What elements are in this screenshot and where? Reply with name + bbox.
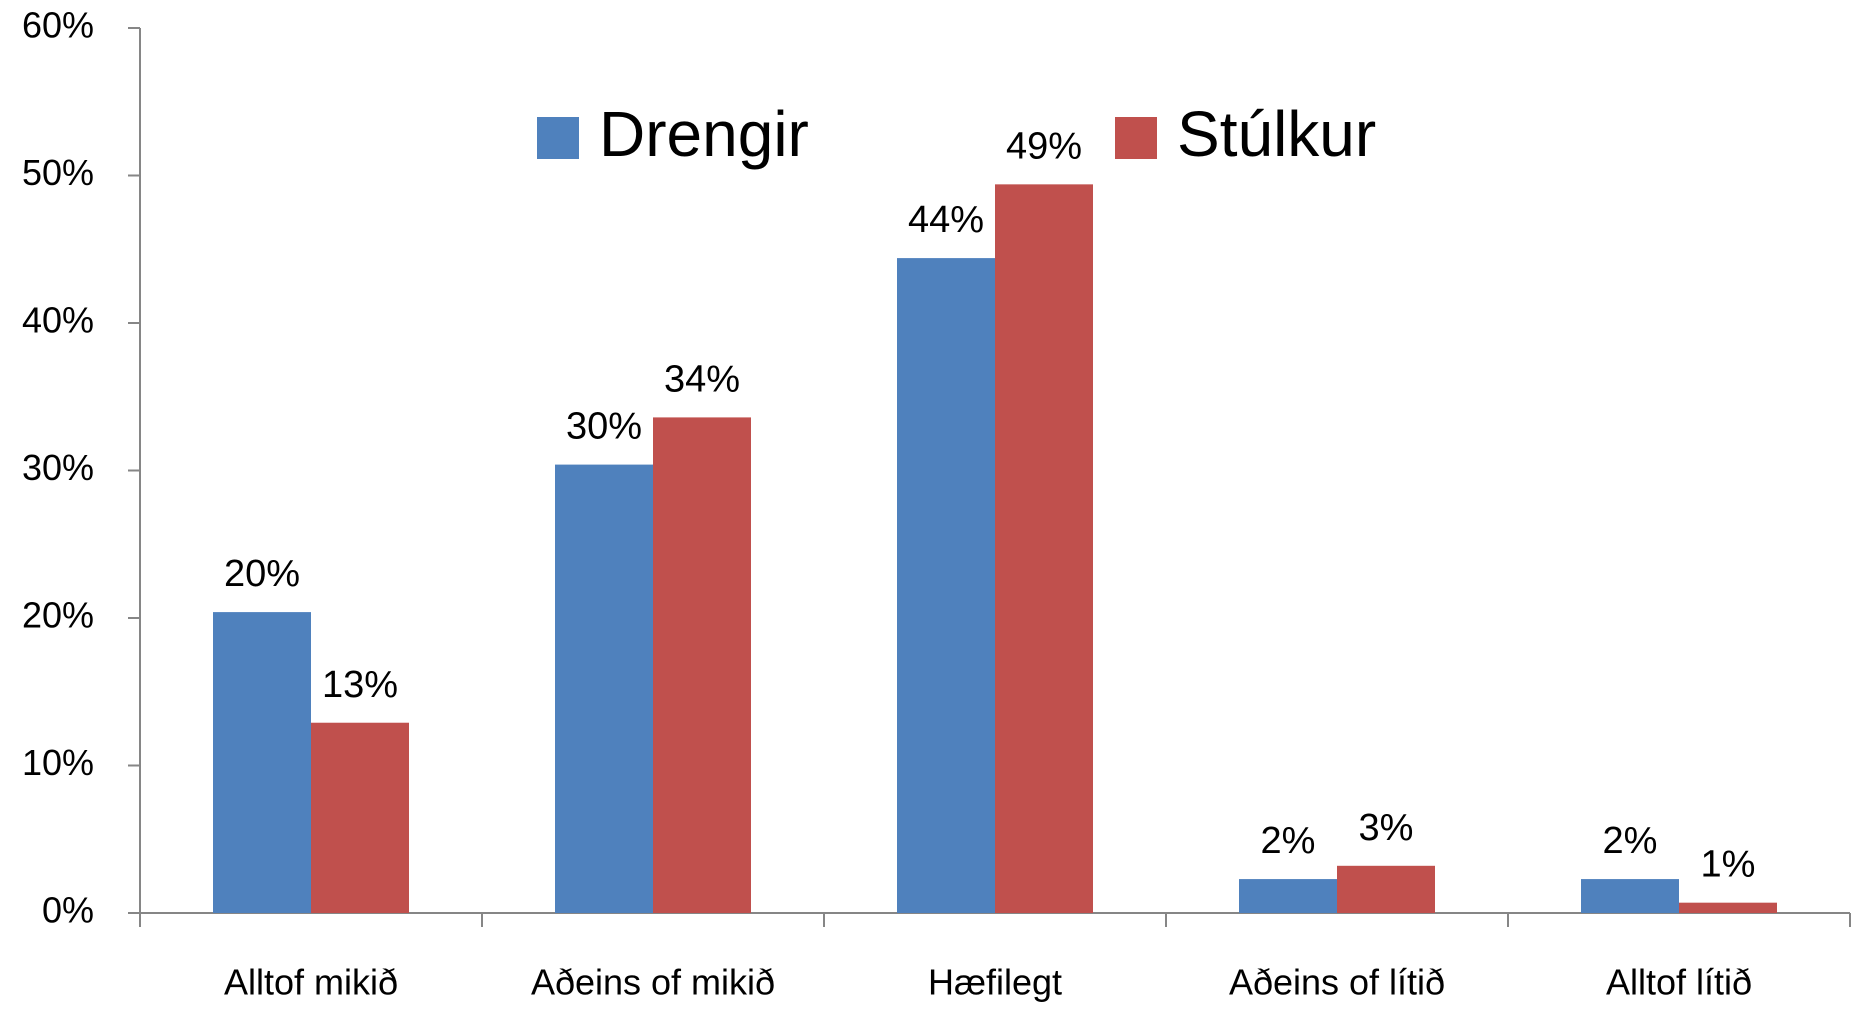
value-label: 49% — [1006, 125, 1082, 167]
bar — [213, 612, 311, 913]
legend-label: Drengir — [599, 98, 809, 170]
value-label: 34% — [664, 358, 740, 400]
value-label: 20% — [224, 553, 300, 595]
x-tick-label: Aðeins of lítið — [1229, 962, 1445, 1003]
y-tick-label: 30% — [22, 447, 94, 488]
bar — [1337, 865, 1435, 913]
bar — [653, 417, 751, 913]
value-label: 3% — [1359, 807, 1414, 849]
value-label: 30% — [566, 406, 642, 448]
y-tick-label: 60% — [22, 5, 94, 46]
y-tick-label: 40% — [22, 300, 94, 341]
y-tick-label: 10% — [22, 742, 94, 783]
bar — [897, 258, 995, 914]
y-tick-label: 0% — [42, 890, 94, 931]
x-tick-label: Aðeins of mikið — [531, 962, 775, 1003]
bar — [555, 464, 653, 913]
value-label: 1% — [1701, 844, 1756, 886]
x-tick-label: Alltof mikið — [224, 962, 398, 1003]
value-label: 44% — [908, 199, 984, 241]
y-tick-label: 50% — [22, 152, 94, 193]
legend-swatch — [1115, 117, 1157, 159]
x-tick-label: Hæfilegt — [928, 962, 1062, 1003]
legend-swatch — [537, 117, 579, 159]
value-label: 2% — [1261, 820, 1316, 862]
bar — [995, 184, 1093, 914]
y-tick-label: 20% — [22, 595, 94, 636]
bar — [1581, 879, 1679, 913]
bar — [311, 722, 409, 913]
value-label: 13% — [322, 664, 398, 706]
legend-label: Stúlkur — [1177, 98, 1376, 170]
bar — [1679, 902, 1777, 913]
x-tick-label: Alltof lítið — [1606, 962, 1752, 1003]
value-label: 2% — [1603, 820, 1658, 862]
bar — [1239, 879, 1337, 913]
